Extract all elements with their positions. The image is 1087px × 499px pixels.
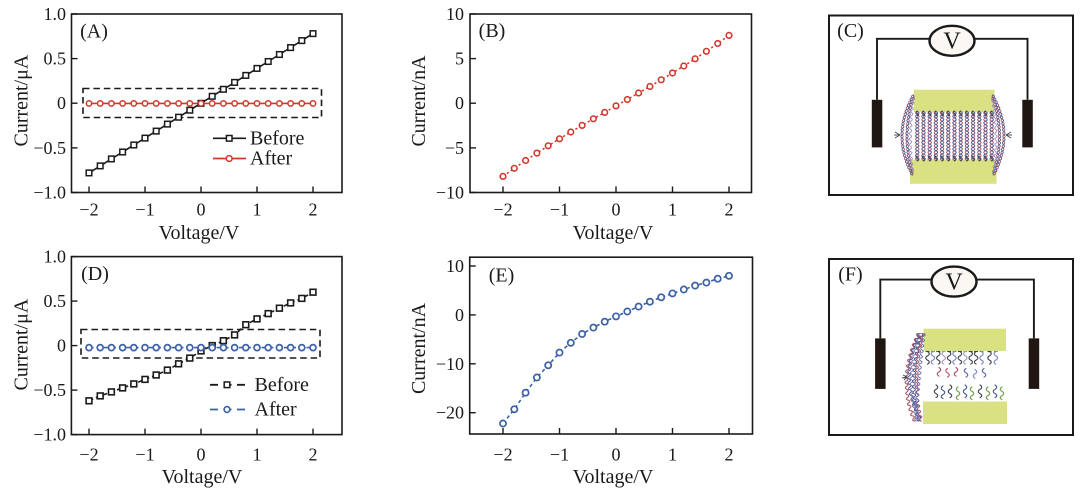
svg-text:10: 10	[446, 4, 464, 24]
svg-text:−1.0: −1.0	[33, 425, 66, 445]
svg-text:Voltage/V: Voltage/V	[573, 466, 654, 488]
svg-text:2: 2	[725, 200, 734, 220]
svg-text:−1: −1	[135, 200, 154, 220]
svg-text:(D): (D)	[81, 263, 109, 285]
svg-text:−1: −1	[550, 200, 569, 220]
svg-text:0.5: 0.5	[44, 49, 67, 69]
svg-text:Before: Before	[250, 127, 305, 149]
svg-text:1: 1	[253, 445, 262, 465]
svg-text:0: 0	[197, 200, 206, 220]
svg-text:0: 0	[612, 200, 621, 220]
svg-text:−2: −2	[493, 200, 512, 220]
svg-text:10: 10	[446, 256, 464, 276]
svg-text:V: V	[943, 29, 961, 55]
svg-text:0: 0	[197, 445, 206, 465]
svg-text:−1: −1	[135, 445, 154, 465]
svg-text:2: 2	[725, 445, 734, 465]
svg-text:2: 2	[309, 200, 318, 220]
svg-text:5: 5	[455, 49, 464, 69]
svg-text:1: 1	[668, 200, 677, 220]
svg-text:1.0: 1.0	[44, 4, 67, 24]
svg-text:0: 0	[455, 305, 464, 325]
svg-text:Voltage/V: Voltage/V	[573, 222, 654, 244]
svg-text:Current/μA: Current/μA	[11, 54, 33, 146]
svg-text:(A): (A)	[80, 21, 108, 43]
svg-text:1: 1	[253, 200, 262, 220]
svg-text:Current/nA: Current/nA	[408, 302, 430, 394]
svg-text:0: 0	[455, 93, 464, 113]
svg-text:−20: −20	[436, 403, 464, 423]
svg-text:(C): (C)	[837, 20, 864, 42]
svg-text:Voltage/V: Voltage/V	[162, 466, 243, 488]
svg-text:Current/nA: Current/nA	[408, 55, 430, 147]
svg-text:−5: −5	[445, 138, 464, 158]
svg-text:−2: −2	[79, 445, 98, 465]
svg-text:0: 0	[57, 93, 66, 113]
svg-text:−1.0: −1.0	[33, 183, 66, 203]
svg-text:−10: −10	[436, 354, 464, 374]
svg-text:−1: −1	[550, 445, 569, 465]
svg-text:After: After	[255, 399, 298, 421]
svg-text:After: After	[250, 148, 293, 170]
svg-text:1: 1	[668, 445, 677, 465]
svg-text:V: V	[945, 269, 963, 295]
svg-text:−0.5: −0.5	[33, 138, 66, 158]
svg-text:(F): (F)	[838, 264, 862, 286]
svg-text:0: 0	[612, 445, 621, 465]
svg-text:Voltage/V: Voltage/V	[159, 222, 240, 244]
svg-text:−2: −2	[79, 200, 98, 220]
svg-text:0: 0	[57, 336, 66, 356]
svg-text:Before: Before	[255, 374, 310, 396]
svg-text:2: 2	[309, 445, 318, 465]
svg-text:−2: −2	[493, 445, 512, 465]
svg-text:0.5: 0.5	[44, 291, 67, 311]
svg-text:1.0: 1.0	[44, 247, 67, 267]
svg-text:(E): (E)	[489, 265, 515, 287]
svg-text:(B): (B)	[479, 20, 506, 42]
svg-text:Current/μA: Current/μA	[11, 298, 33, 390]
svg-text:−10: −10	[436, 183, 464, 203]
svg-text:−0.5: −0.5	[33, 380, 66, 400]
